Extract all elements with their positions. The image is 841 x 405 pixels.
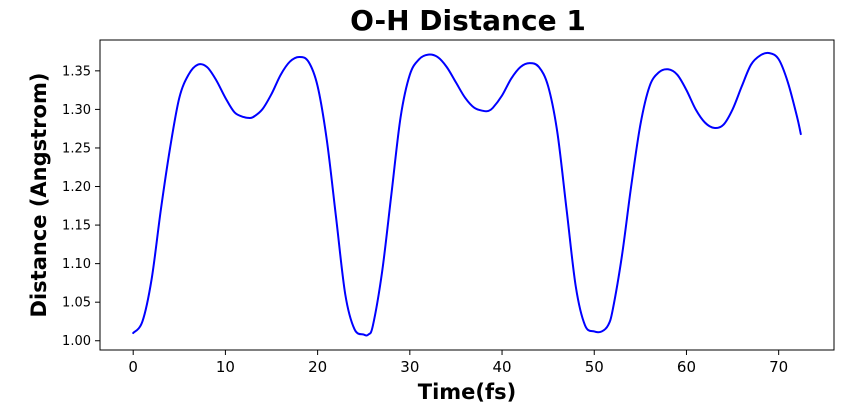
y-tick-label: 1.05 <box>62 296 91 311</box>
y-tick-label: 1.10 <box>62 257 91 272</box>
x-axis-label: Time(fs) <box>418 380 516 404</box>
series-line <box>132 51 802 337</box>
chart-title: O-H Distance 1 <box>350 4 586 37</box>
y-tick-label: 1.20 <box>62 180 91 195</box>
y-axis-label: Distance (Angstrom) <box>27 73 51 318</box>
x-tick-label: 30 <box>400 358 419 376</box>
y-axis-ticks: 1.00 1.05 1.10 1.15 1.20 1.25 1.30 1.35 <box>62 64 100 349</box>
y-tick-label: 1.35 <box>62 64 91 79</box>
y-tick-label: 1.30 <box>62 103 91 118</box>
series-lines <box>132 51 802 337</box>
x-tick-label: 50 <box>585 358 604 376</box>
plot-area <box>99 39 835 351</box>
y-tick-label: 1.15 <box>62 219 91 234</box>
x-tick-label: 60 <box>677 358 696 376</box>
y-tick-label: 1.00 <box>62 334 91 349</box>
x-tick-label: 20 <box>308 358 327 376</box>
x-tick-label: 70 <box>769 358 788 376</box>
x-tick-label: 0 <box>128 358 138 376</box>
x-tick-label: 10 <box>216 358 235 376</box>
y-tick-label: 1.25 <box>62 141 91 156</box>
x-axis-ticks: 0 10 20 30 40 50 60 70 <box>128 350 788 376</box>
x-tick-label: 40 <box>492 358 511 376</box>
